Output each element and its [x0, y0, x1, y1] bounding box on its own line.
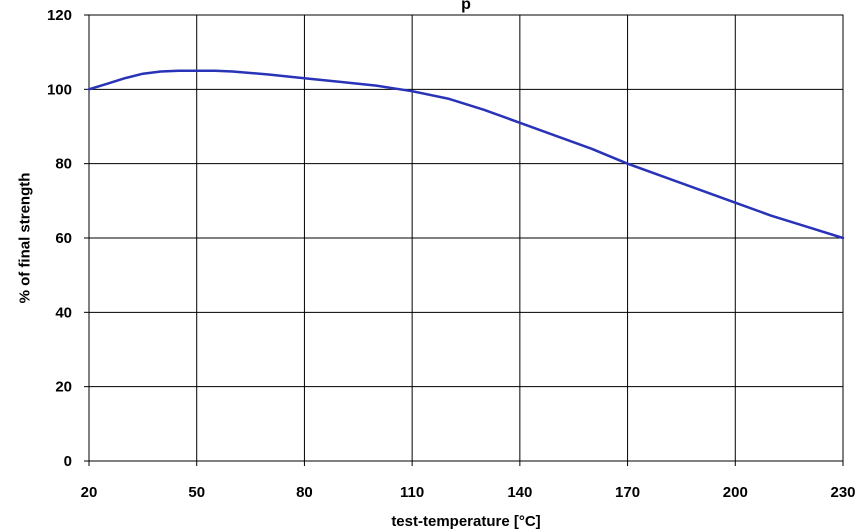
x-tick-label: 200 [723, 484, 748, 501]
x-tick-label: 140 [507, 484, 532, 501]
series-layer [87, 69, 845, 240]
x-tick-label: 110 [400, 484, 424, 501]
x-tick-label: 230 [830, 484, 855, 501]
y-tick-label: 100 [47, 81, 72, 98]
x-tick-label: 80 [296, 484, 313, 501]
y-axis-title: % of final strength [16, 173, 33, 304]
y-tick-label: 80 [55, 156, 72, 173]
y-tick-label: 60 [55, 230, 72, 247]
x-tick-label: 20 [81, 484, 98, 501]
y-tick-label: 20 [55, 379, 72, 396]
y-tick-label: 120 [47, 7, 72, 24]
y-tick-label: 0 [64, 453, 72, 470]
x-tick-label: 170 [615, 484, 640, 501]
x-axis-title: test-temperature [°C] [391, 513, 540, 530]
x-axis-tick-labels: 20 50 80 110 140 170 200 230 [81, 484, 856, 501]
y-axis-tick-labels: 0 20 40 60 80 100 120 [47, 7, 72, 470]
chart-title: p [461, 0, 471, 13]
x-tick-label: 50 [188, 484, 205, 501]
y-tick-label: 40 [55, 304, 72, 321]
gridlines [84, 14, 844, 466]
series-line-1 [87, 69, 845, 240]
